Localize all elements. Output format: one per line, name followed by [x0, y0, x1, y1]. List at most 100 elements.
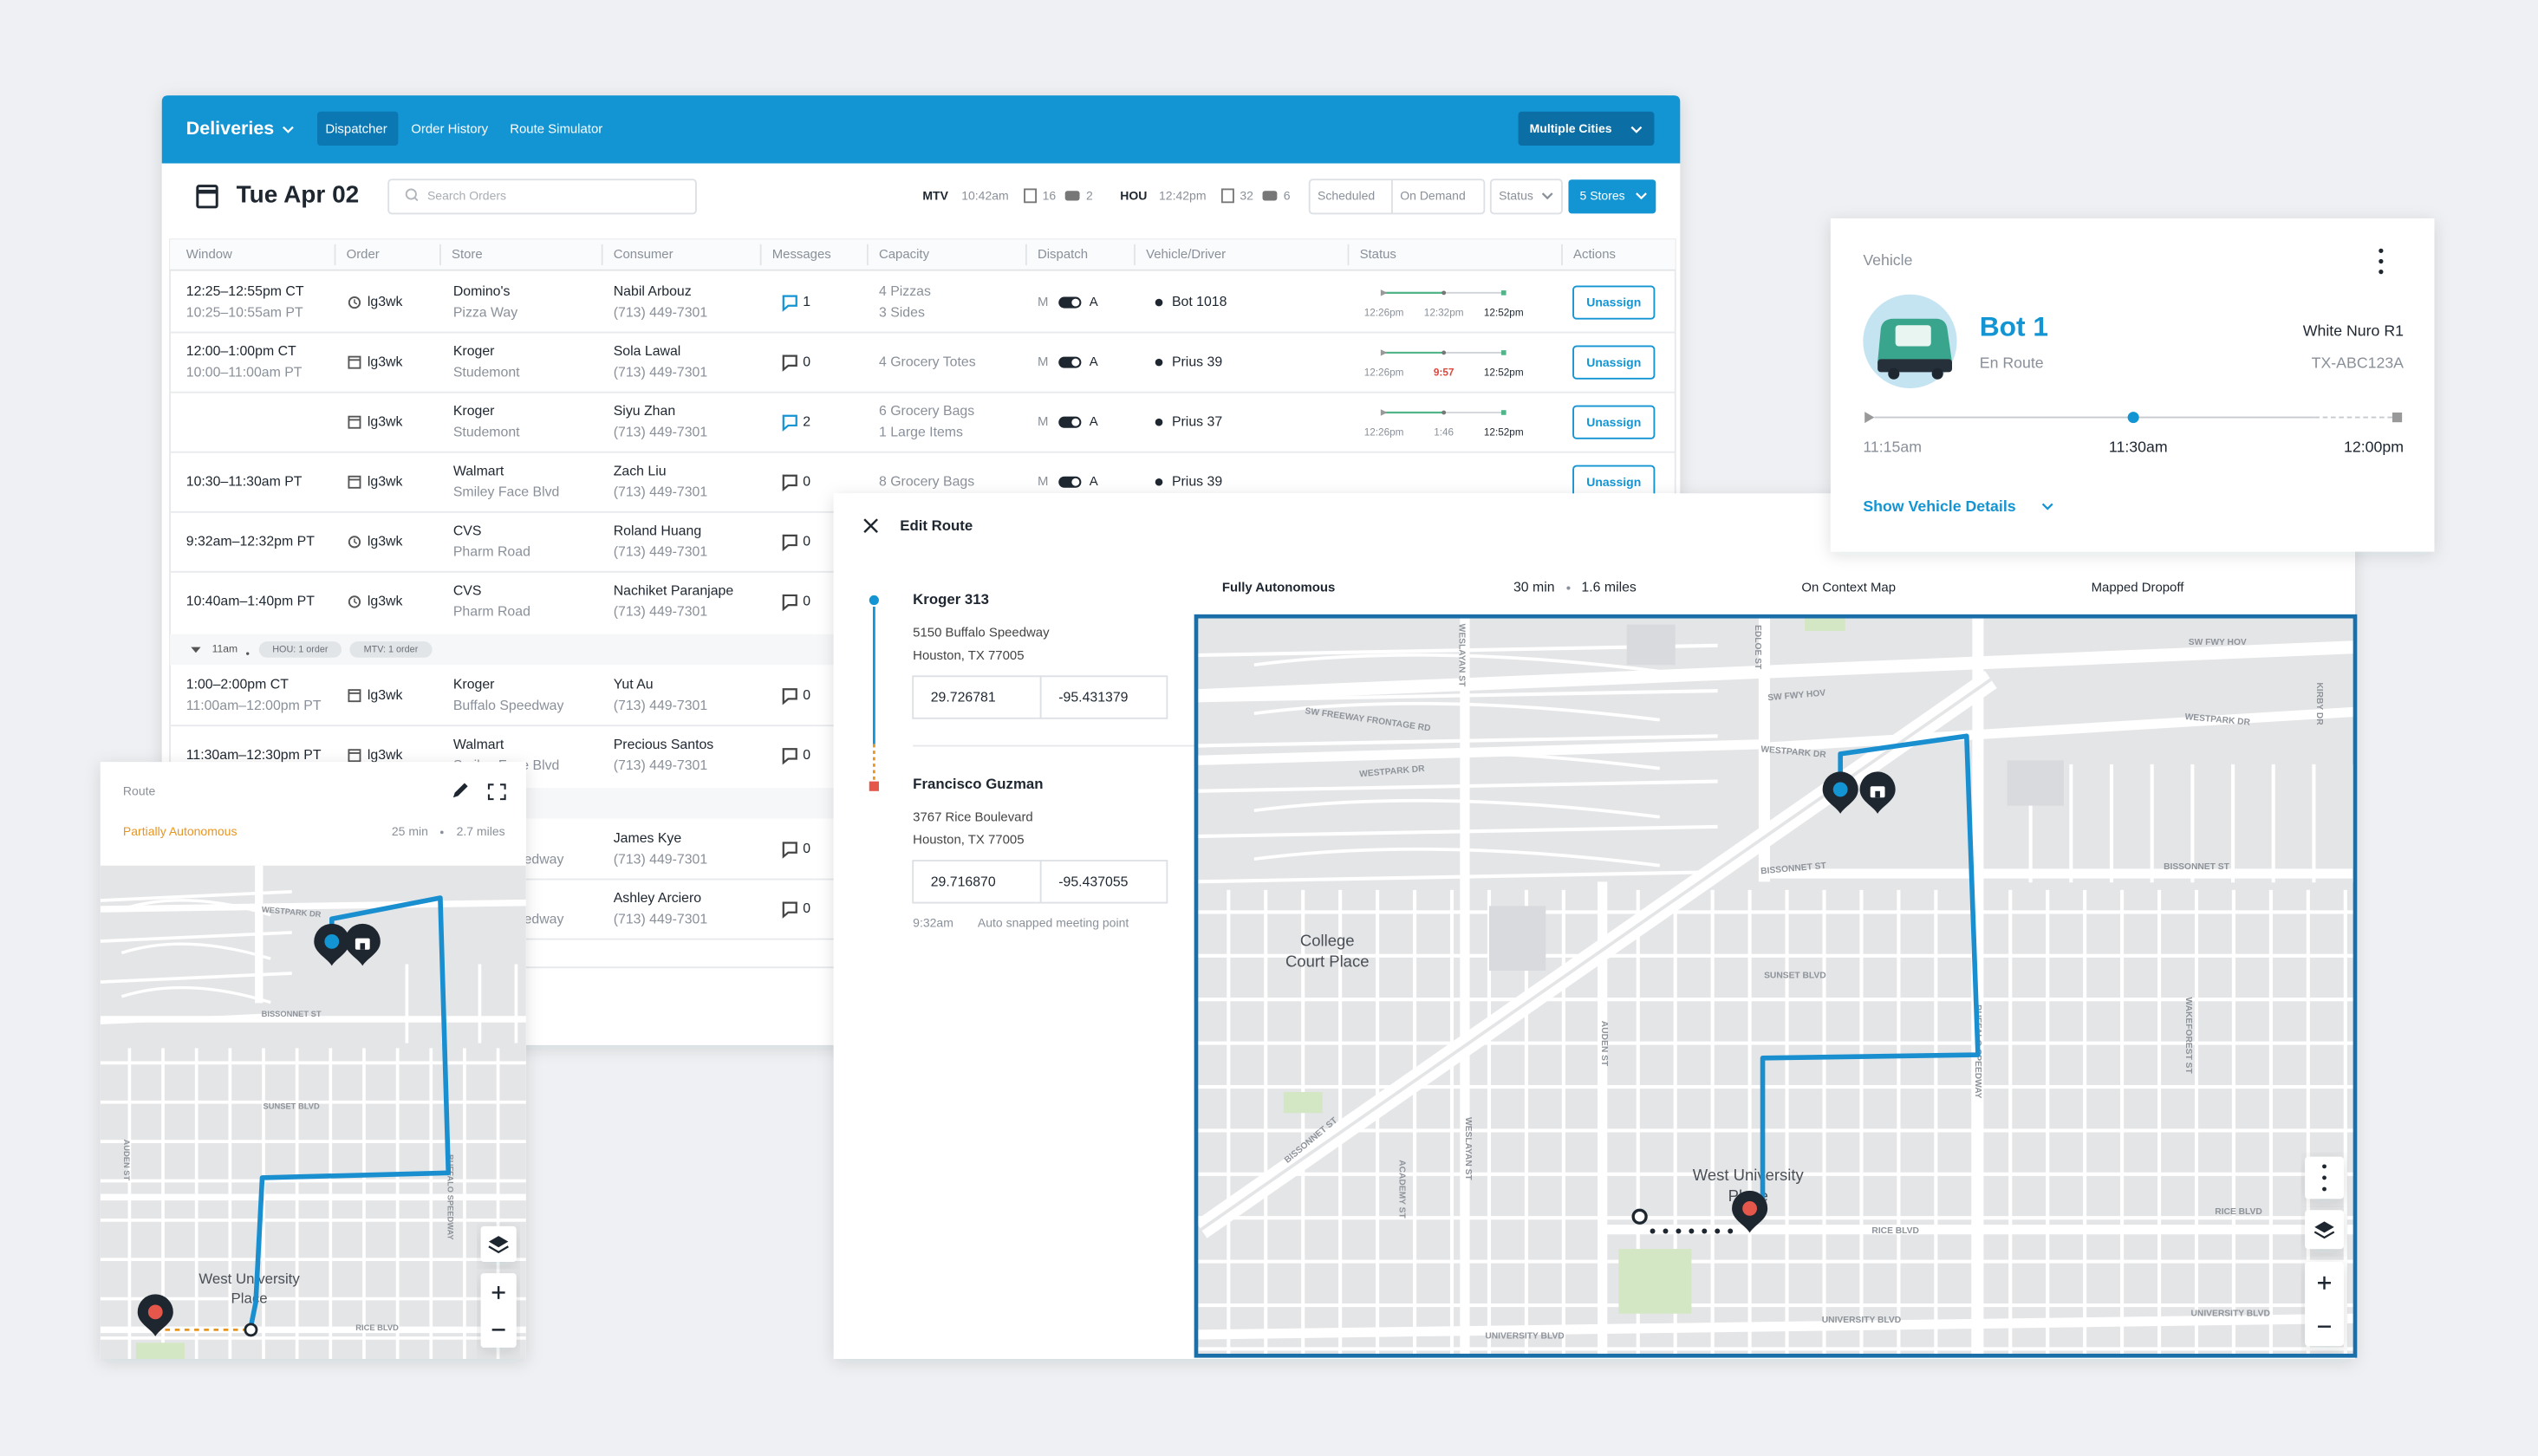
stop-address: 3767 Rice Boulevard	[913, 810, 1033, 825]
store-detail: Studemont	[453, 426, 520, 440]
delivery-window: 1:00–2:00pm CT	[186, 678, 289, 692]
calendar-icon	[348, 415, 361, 429]
message-icon	[782, 414, 797, 432]
edit-route-title: Edit Route	[900, 517, 973, 534]
filter-button[interactable]: Scheduled	[1318, 189, 1375, 203]
major-road	[100, 899, 526, 913]
column-header: Capacity	[879, 247, 930, 262]
park	[1805, 618, 1845, 631]
delivery-window: 10:30–11:30am PT	[186, 474, 303, 489]
vehicle-window	[1895, 325, 1931, 347]
nav-tab[interactable]: Dispatcher	[325, 121, 387, 136]
delivery-window: 10:40am–1:40pm PT	[186, 595, 315, 609]
order-id: lg3wk	[368, 748, 403, 763]
status-time: 9:57	[1434, 367, 1454, 378]
brand: Deliveries	[186, 118, 275, 139]
unassign-button[interactable]	[1572, 405, 1656, 439]
store-detail: Pharm Road	[453, 545, 530, 560]
street-label: UNIVERSITY BLVD	[1822, 1316, 1901, 1325]
route-card: Route Partially Autonomous 25 min 2.7 miles…	[100, 762, 526, 1359]
vehicle-details-link[interactable]: Show Vehicle Details	[1863, 497, 2015, 515]
map-control[interactable]	[480, 1273, 517, 1348]
dispatch-auto: A	[1090, 295, 1098, 309]
driver-dot	[1155, 358, 1163, 367]
store-detail: Buffalo Speedway	[453, 699, 564, 713]
city-select[interactable]	[1518, 111, 1655, 146]
timeline-time: 11:30am	[2109, 439, 2168, 456]
close-icon	[863, 518, 878, 533]
dispatch-auto: A	[1090, 414, 1098, 429]
dispatch-auto: A	[1090, 354, 1098, 369]
longitude-value: -95.431379	[1058, 691, 1128, 705]
search-box[interactable]	[387, 179, 697, 215]
edit-route-panel: Edit Route Kroger 313 5150 Buffalo Speedwa…	[833, 493, 2358, 1359]
consumer-phone: (713) 449-7301	[614, 365, 708, 380]
calendar-icon	[348, 749, 361, 763]
layers-icon	[2314, 1221, 2334, 1233]
group-tag	[258, 641, 342, 658]
unassign-label: Unassign	[1586, 415, 1641, 429]
hub-time: 12:42pm	[1159, 189, 1206, 203]
store-door	[1875, 790, 1880, 798]
message-icon	[782, 354, 797, 372]
nav-tab[interactable]: Order History	[411, 121, 488, 136]
status-time: 1:46	[1434, 426, 1454, 438]
route-duration: 30 min	[1513, 581, 1555, 595]
consumer-name: Nabil Arbouz	[614, 284, 692, 299]
map-control[interactable]	[2305, 1262, 2344, 1347]
consumer-phone: (713) 449-7301	[614, 699, 708, 713]
major-road	[1195, 640, 2355, 703]
note-time: 9:32am	[913, 916, 953, 930]
consumer-name: Ashley Arciero	[614, 891, 702, 906]
delivery-window: 12:00–1:00pm CT	[186, 344, 296, 359]
map-mode: On Context Map	[1801, 580, 1896, 595]
longitude-field[interactable]	[1039, 675, 1168, 719]
consumer-phone: (713) 449-7301	[614, 545, 708, 560]
vehicle-wheel	[1888, 367, 1900, 380]
latitude-field[interactable]	[912, 860, 1042, 904]
status-select[interactable]	[1489, 179, 1563, 215]
street-curve	[1253, 847, 1661, 868]
nav-tab[interactable]: Route Simulator	[510, 121, 602, 136]
toggle-knob	[1071, 418, 1080, 426]
driver-dot	[1155, 418, 1163, 426]
pin-center	[147, 1304, 163, 1320]
consumer-phone: (713) 449-7301	[614, 485, 708, 500]
stop-marker	[869, 781, 879, 791]
header-bar	[161, 95, 1681, 164]
column-header: Actions	[1573, 247, 1616, 262]
order-id: lg3wk	[368, 354, 403, 369]
street	[1195, 824, 1718, 839]
longitude-field[interactable]	[1039, 860, 1168, 904]
message-icon	[782, 842, 797, 859]
hub-orders: 16	[1043, 189, 1057, 203]
building	[1488, 906, 1546, 971]
unassign-button[interactable]	[1572, 285, 1656, 320]
search-icon-handle	[413, 197, 419, 202]
major-road	[1764, 706, 2355, 752]
message-icon	[782, 594, 797, 612]
calendar-icon	[348, 355, 361, 369]
street-label: SUNSET BLVD	[1764, 971, 1826, 980]
consumer-phone: (713) 449-7301	[614, 305, 708, 320]
unassign-button[interactable]	[1572, 345, 1656, 380]
note-text: Auto snapped meeting point	[978, 916, 1129, 930]
store-pin	[344, 923, 381, 966]
meeting-point	[1631, 1208, 1648, 1225]
store-pin	[1859, 771, 1896, 814]
stores-select[interactable]	[1568, 179, 1656, 214]
vehicle-plate: TX-ABC123A	[2312, 354, 2405, 372]
consumer-name: Yut Au	[614, 678, 654, 692]
store-detail: Pharm Road	[453, 605, 530, 620]
street-label: RICE BLVD	[355, 1323, 399, 1332]
place-label: College	[1300, 931, 1355, 949]
consumer-name: Precious Santos	[614, 738, 714, 752]
latitude-field[interactable]	[912, 675, 1042, 719]
walk-dot	[1715, 1228, 1721, 1234]
consumer-phone: (713) 449-7301	[614, 852, 708, 867]
status-time: 12:52pm	[1484, 426, 1524, 438]
capacity: 4 Grocery Totes	[879, 354, 976, 369]
filter-button[interactable]: On Demand	[1400, 189, 1465, 203]
